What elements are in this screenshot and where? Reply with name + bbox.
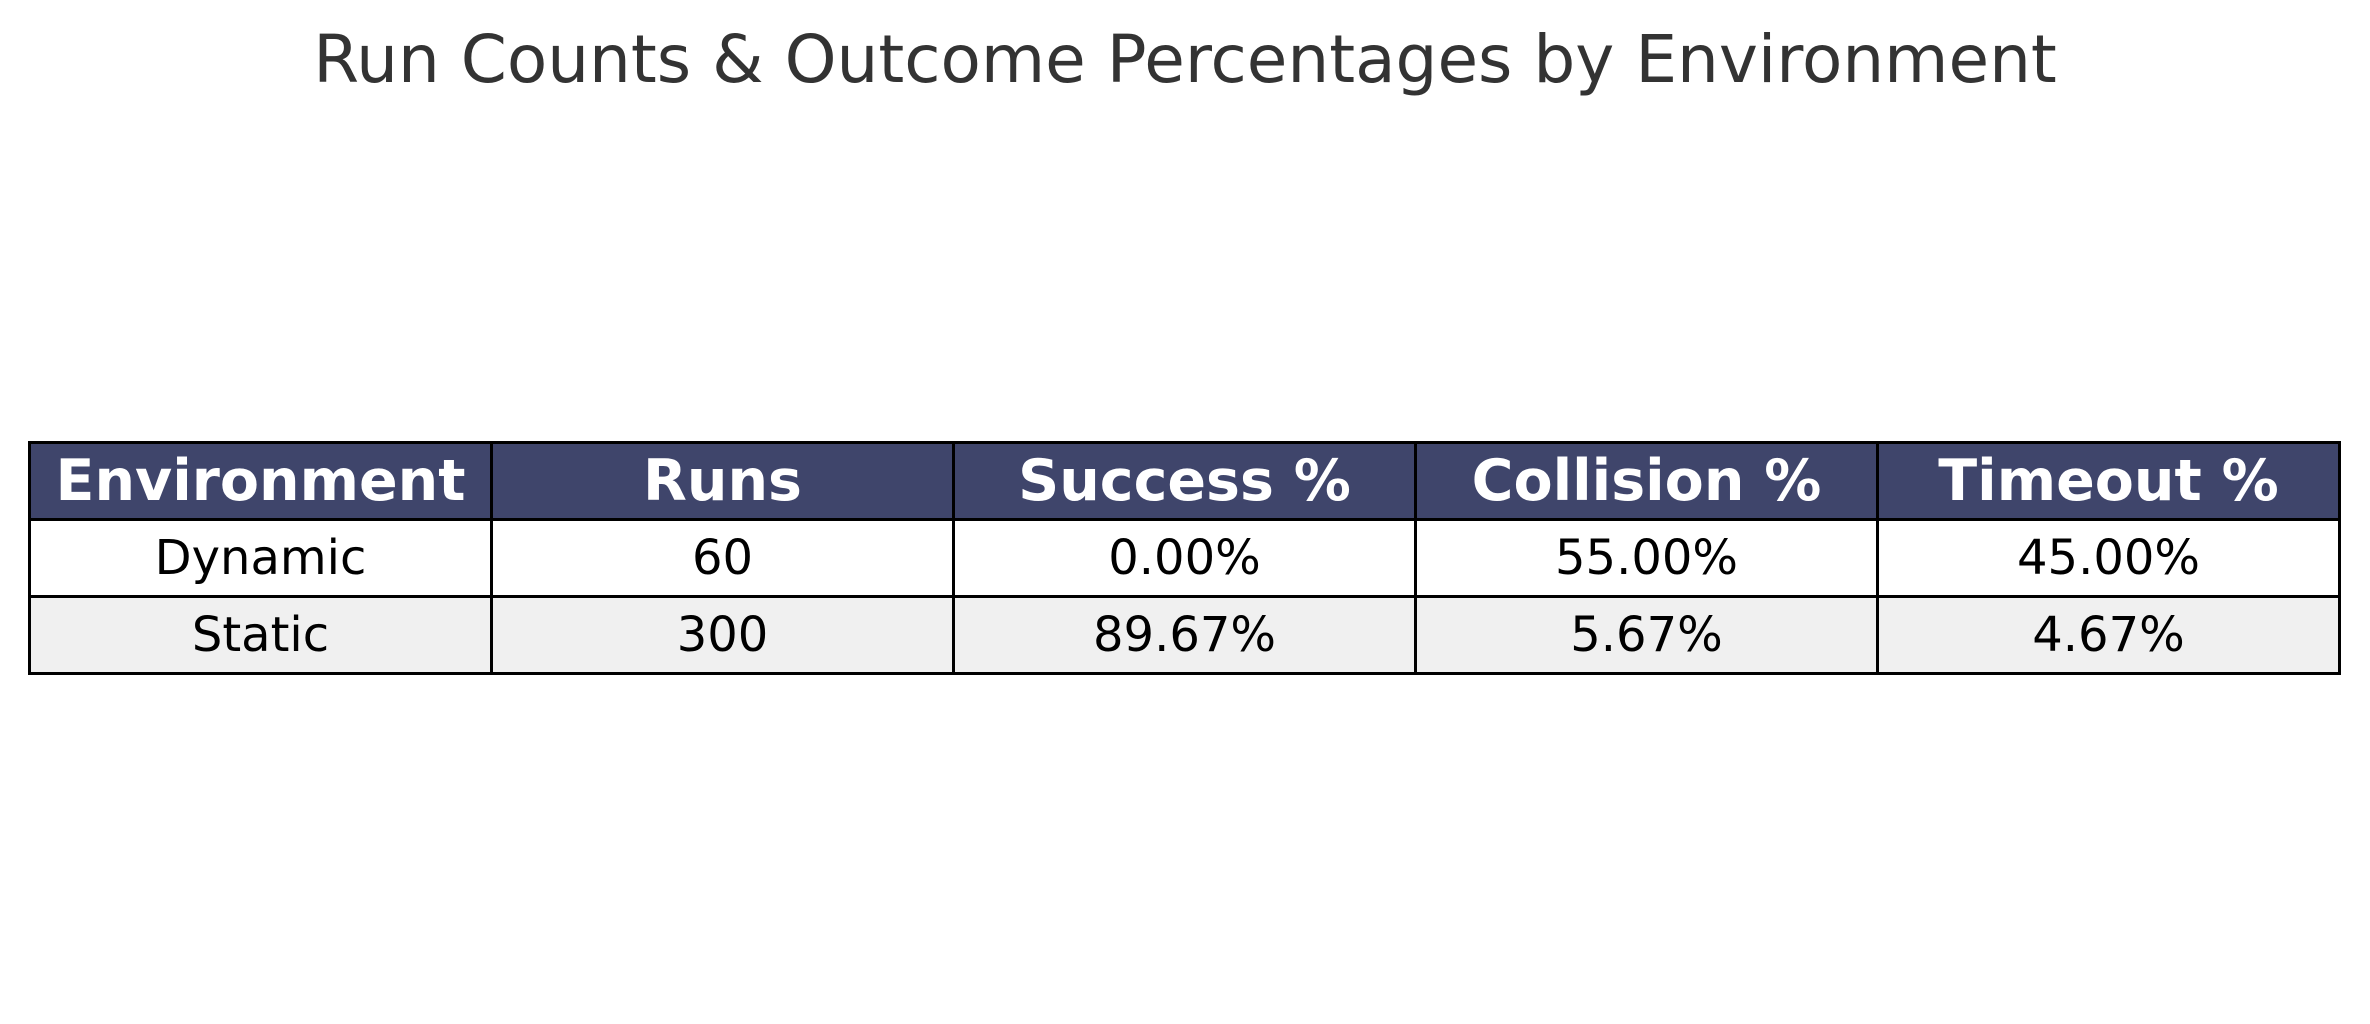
header-row: Environment Runs Success % Collision % T… [28, 441, 2341, 521]
cell-success: 89.67% [952, 595, 1417, 675]
table-row-dynamic: Dynamic 60 0.00% 55.00% 45.00% [28, 518, 2341, 598]
cell-collision: 5.67% [1414, 595, 1879, 675]
table-row-static: Static 300 89.67% 5.67% 4.67% [28, 595, 2341, 675]
header-cell-collision: Collision % [1414, 441, 1879, 521]
cell-collision: 55.00% [1414, 518, 1879, 598]
header-cell-success: Success % [952, 441, 1417, 521]
cell-runs: 60 [490, 518, 955, 598]
header-cell-timeout: Timeout % [1876, 441, 2341, 521]
header-cell-runs: Runs [490, 441, 955, 521]
cell-environment: Static [28, 595, 493, 675]
cell-success: 0.00% [952, 518, 1417, 598]
cell-timeout: 45.00% [1876, 518, 2341, 598]
chart-title: Run Counts & Outcome Percentages by Envi… [313, 21, 2057, 98]
cell-environment: Dynamic [28, 518, 493, 598]
data-table: Environment Runs Success % Collision % T… [28, 441, 2341, 675]
cell-timeout: 4.67% [1876, 595, 2341, 675]
cell-runs: 300 [490, 595, 955, 675]
header-cell-environment: Environment [28, 441, 493, 521]
